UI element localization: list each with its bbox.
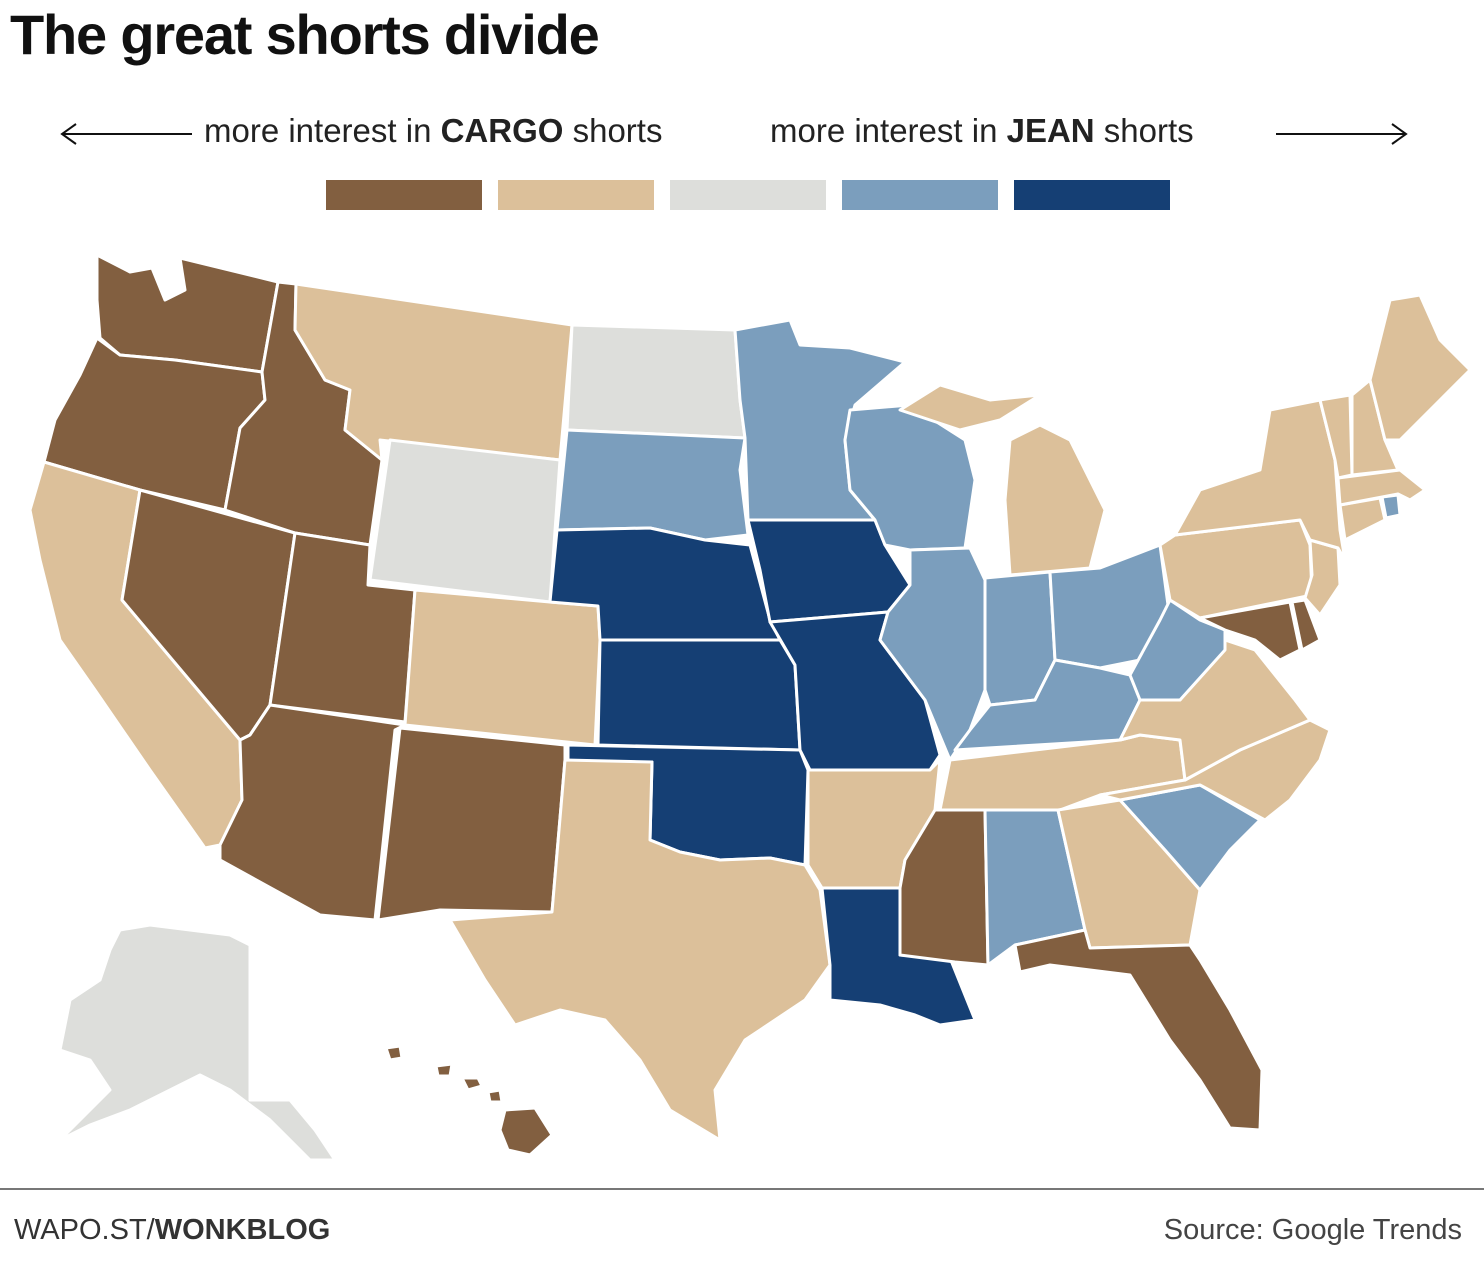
swatch-neutral	[670, 180, 826, 210]
legend-jean-prefix: more interest in	[770, 112, 1007, 149]
legend-cargo-prefix: more interest in	[204, 112, 441, 149]
state-NH	[1350, 378, 1400, 477]
state-NM	[376, 726, 567, 922]
legend-jean-keyword: JEAN	[1006, 112, 1095, 149]
state-NJ	[1303, 538, 1342, 617]
state-NY	[1173, 398, 1347, 562]
legend-cargo-keyword: CARGO	[440, 112, 564, 149]
footer-site-section: WONKBLOG	[154, 1214, 331, 1246]
state-MI	[898, 383, 1107, 577]
state-ND	[565, 323, 747, 440]
state-MA	[1336, 468, 1427, 507]
state-MT	[293, 282, 574, 462]
state-VT	[1318, 393, 1354, 480]
left-arrow-icon	[60, 123, 192, 145]
state-RI	[1380, 493, 1402, 520]
swatch-cargo-mild	[498, 180, 654, 210]
state-CO	[403, 588, 602, 747]
footer-site-link[interactable]: WAPO.ST/WONKBLOG	[14, 1214, 330, 1247]
swatch-jean-mild	[842, 180, 998, 210]
state-WY	[368, 438, 562, 604]
state-KS	[596, 638, 802, 752]
right-arrow-icon	[1276, 123, 1408, 145]
legend-jean-suffix: shorts	[1094, 112, 1194, 149]
state-TX	[448, 758, 832, 1142]
footer-source: Source: Google Trends	[1163, 1214, 1462, 1246]
swatch-jean-strong	[1014, 180, 1170, 210]
swatch-cargo-strong	[326, 180, 482, 210]
state-AZ	[218, 703, 407, 922]
state-ME	[1368, 293, 1472, 442]
legend-cargo-suffix: shorts	[563, 112, 663, 149]
legend-cargo-label: more interest in CARGO shorts	[204, 112, 662, 150]
state-SD	[555, 428, 750, 542]
footer-divider	[0, 1188, 1484, 1190]
legend-jean-label: more interest in JEAN shorts	[770, 112, 1194, 150]
footer-site-prefix: WAPO.ST/	[14, 1214, 155, 1246]
legend-direction-row: more interest in CARGO shorts more inter…	[0, 112, 1484, 162]
state-DE	[1290, 598, 1322, 652]
state-MD	[1198, 600, 1302, 662]
map-title: The great shorts divide	[10, 3, 600, 66]
state-HI	[384, 1044, 554, 1157]
state-AK	[58, 923, 337, 1162]
state-FL	[1013, 928, 1264, 1132]
us-choropleth-map	[28, 253, 1472, 1162]
